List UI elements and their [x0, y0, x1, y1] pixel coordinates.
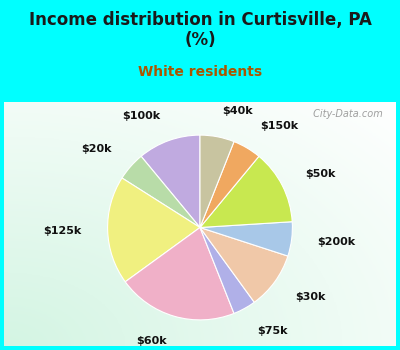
Wedge shape [200, 228, 288, 302]
Text: $60k: $60k [136, 336, 167, 346]
Text: $150k: $150k [260, 121, 298, 131]
Wedge shape [200, 135, 234, 228]
Text: Income distribution in Curtisville, PA
(%): Income distribution in Curtisville, PA (… [28, 10, 372, 49]
Text: $20k: $20k [81, 144, 111, 154]
Wedge shape [108, 178, 200, 282]
Wedge shape [200, 228, 254, 313]
Text: $40k: $40k [222, 106, 253, 116]
Text: $100k: $100k [122, 111, 160, 121]
Wedge shape [141, 135, 200, 228]
Wedge shape [200, 142, 259, 228]
Wedge shape [122, 156, 200, 228]
Text: White residents: White residents [138, 65, 262, 79]
Wedge shape [200, 156, 292, 228]
Text: City-Data.com: City-Data.com [310, 109, 382, 119]
Wedge shape [125, 228, 234, 320]
Wedge shape [200, 222, 292, 256]
Text: $200k: $200k [317, 237, 356, 247]
Text: $30k: $30k [296, 292, 326, 302]
Text: $75k: $75k [257, 326, 288, 336]
Text: $50k: $50k [305, 169, 336, 179]
Text: $125k: $125k [44, 226, 82, 236]
